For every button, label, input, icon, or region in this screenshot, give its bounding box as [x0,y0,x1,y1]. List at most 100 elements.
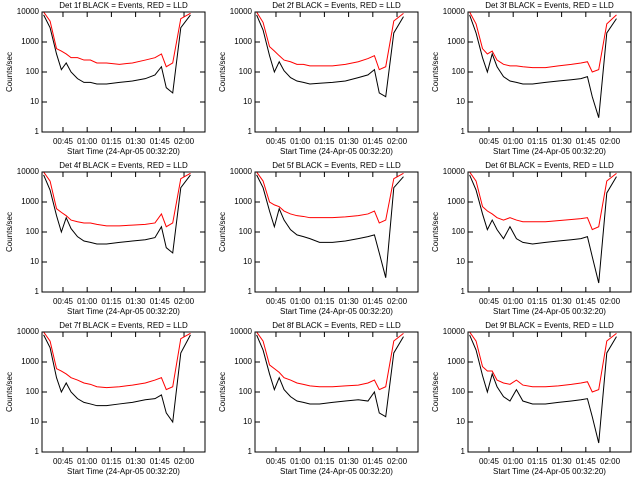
x-axis-label: Start Time (24-Apr-05 00:32:20) [493,467,606,476]
data-line [469,14,617,118]
x-tick-label: 01:00 [77,137,98,146]
x-tick-label: 01:15 [101,457,122,466]
y-tick-label: 10 [456,97,465,106]
y-tick-label: 1000 [234,37,252,46]
x-tick-label: 00:45 [53,457,74,466]
x-axis-label: Start Time (24-Apr-05 00:32:20) [67,467,180,476]
x-tick-label: 01:15 [527,137,548,146]
plot-frame [254,11,419,133]
y-tick-label: 10 [243,417,252,426]
x-tick-label: 01:45 [363,297,384,306]
x-tick-label: 01:30 [339,137,360,146]
x-tick-label: 02:00 [174,297,195,306]
y-tick-label: 1 [35,447,40,456]
plot-frame [467,331,632,453]
y-tick-label: 10 [456,417,465,426]
data-line [43,332,191,391]
y-tick-label: 10 [243,97,252,106]
x-tick-label: 01:00 [290,137,311,146]
y-tick-label: 10 [30,417,39,426]
y-tick-label: 10000 [443,7,466,16]
chart-title: Det 9f BLACK = Events, RED = LLD [485,321,614,330]
x-tick-label: 01:00 [77,457,98,466]
y-tick-label: 1 [248,447,253,456]
plot-frame [254,171,419,293]
x-tick-label: 01:45 [363,137,384,146]
y-tick-label: 1 [248,127,253,136]
chart-title: Det 2f BLACK = Events, RED = LLD [272,1,401,10]
data-line [469,332,617,393]
y-tick-label: 10000 [230,327,253,336]
x-tick-label: 01:15 [314,137,335,146]
y-tick-label: 10000 [230,167,253,176]
x-tick-label: 01:45 [150,137,171,146]
x-tick-label: 02:00 [600,457,621,466]
data-line [43,334,191,424]
x-tick-label: 01:30 [339,457,360,466]
x-tick-label: 01:15 [314,297,335,306]
x-axis-label: Start Time (24-Apr-05 00:32:20) [280,467,393,476]
y-tick-label: 100 [239,387,253,396]
y-tick-label: 1000 [21,197,39,206]
x-tick-label: 01:45 [576,137,597,146]
data-line [43,12,191,68]
plot-frame [254,331,419,453]
x-tick-label: 02:00 [387,297,408,306]
data-line [256,334,404,418]
y-tick-label: 100 [26,387,40,396]
y-tick-label: 1000 [234,357,252,366]
x-tick-label: 02:00 [174,137,195,146]
y-axis-label: Counts/sec [218,52,227,92]
data-line [43,174,191,254]
y-tick-label: 100 [452,387,466,396]
x-tick-label: 00:45 [479,297,500,306]
y-tick-label: 10000 [17,7,40,16]
y-tick-label: 10000 [230,7,253,16]
y-axis-label: Counts/sec [5,372,14,412]
plot-frame [467,171,632,293]
x-tick-label: 01:00 [503,137,524,146]
y-tick-label: 100 [239,67,253,76]
y-tick-label: 10 [456,257,465,266]
x-tick-label: 01:30 [126,457,147,466]
chart-title: Det 7f BLACK = Events, RED = LLD [59,321,188,330]
x-axis-label: Start Time (24-Apr-05 00:32:20) [280,307,393,316]
x-tick-label: 01:30 [552,297,573,306]
y-tick-label: 100 [26,227,40,236]
y-axis-label: Counts/sec [5,212,14,252]
y-tick-label: 10000 [443,327,466,336]
y-tick-label: 10000 [443,167,466,176]
x-tick-label: 02:00 [600,137,621,146]
x-axis-label: Start Time (24-Apr-05 00:32:20) [67,307,180,316]
x-tick-label: 00:45 [266,297,287,306]
y-tick-label: 10 [30,97,39,106]
x-tick-label: 01:30 [126,297,147,306]
y-tick-label: 1 [35,287,40,296]
y-tick-label: 1000 [447,357,465,366]
chart-title: Det 5f BLACK = Events, RED = LLD [272,161,401,170]
x-tick-label: 01:15 [527,457,548,466]
y-tick-label: 1000 [447,37,465,46]
x-tick-label: 01:30 [552,137,573,146]
y-tick-label: 1 [461,127,466,136]
x-tick-label: 00:45 [53,137,74,146]
y-tick-label: 1 [35,127,40,136]
data-line [256,332,404,391]
data-line [469,174,617,284]
y-tick-label: 10 [30,257,39,266]
y-tick-label: 10000 [17,327,40,336]
y-axis-label: Counts/sec [5,52,14,92]
chart-title: Det 1f BLACK = Events, RED = LLD [59,1,188,10]
x-tick-label: 02:00 [387,457,408,466]
x-tick-label: 00:45 [479,137,500,146]
data-line [256,14,404,98]
y-tick-label: 1 [248,287,253,296]
y-axis-label: Counts/sec [218,372,227,412]
y-axis-label: Counts/sec [218,212,227,252]
x-tick-label: 00:45 [266,137,287,146]
x-tick-label: 01:45 [576,297,597,306]
x-tick-label: 01:00 [77,297,98,306]
data-line [256,12,404,71]
plot-frame [41,11,206,133]
